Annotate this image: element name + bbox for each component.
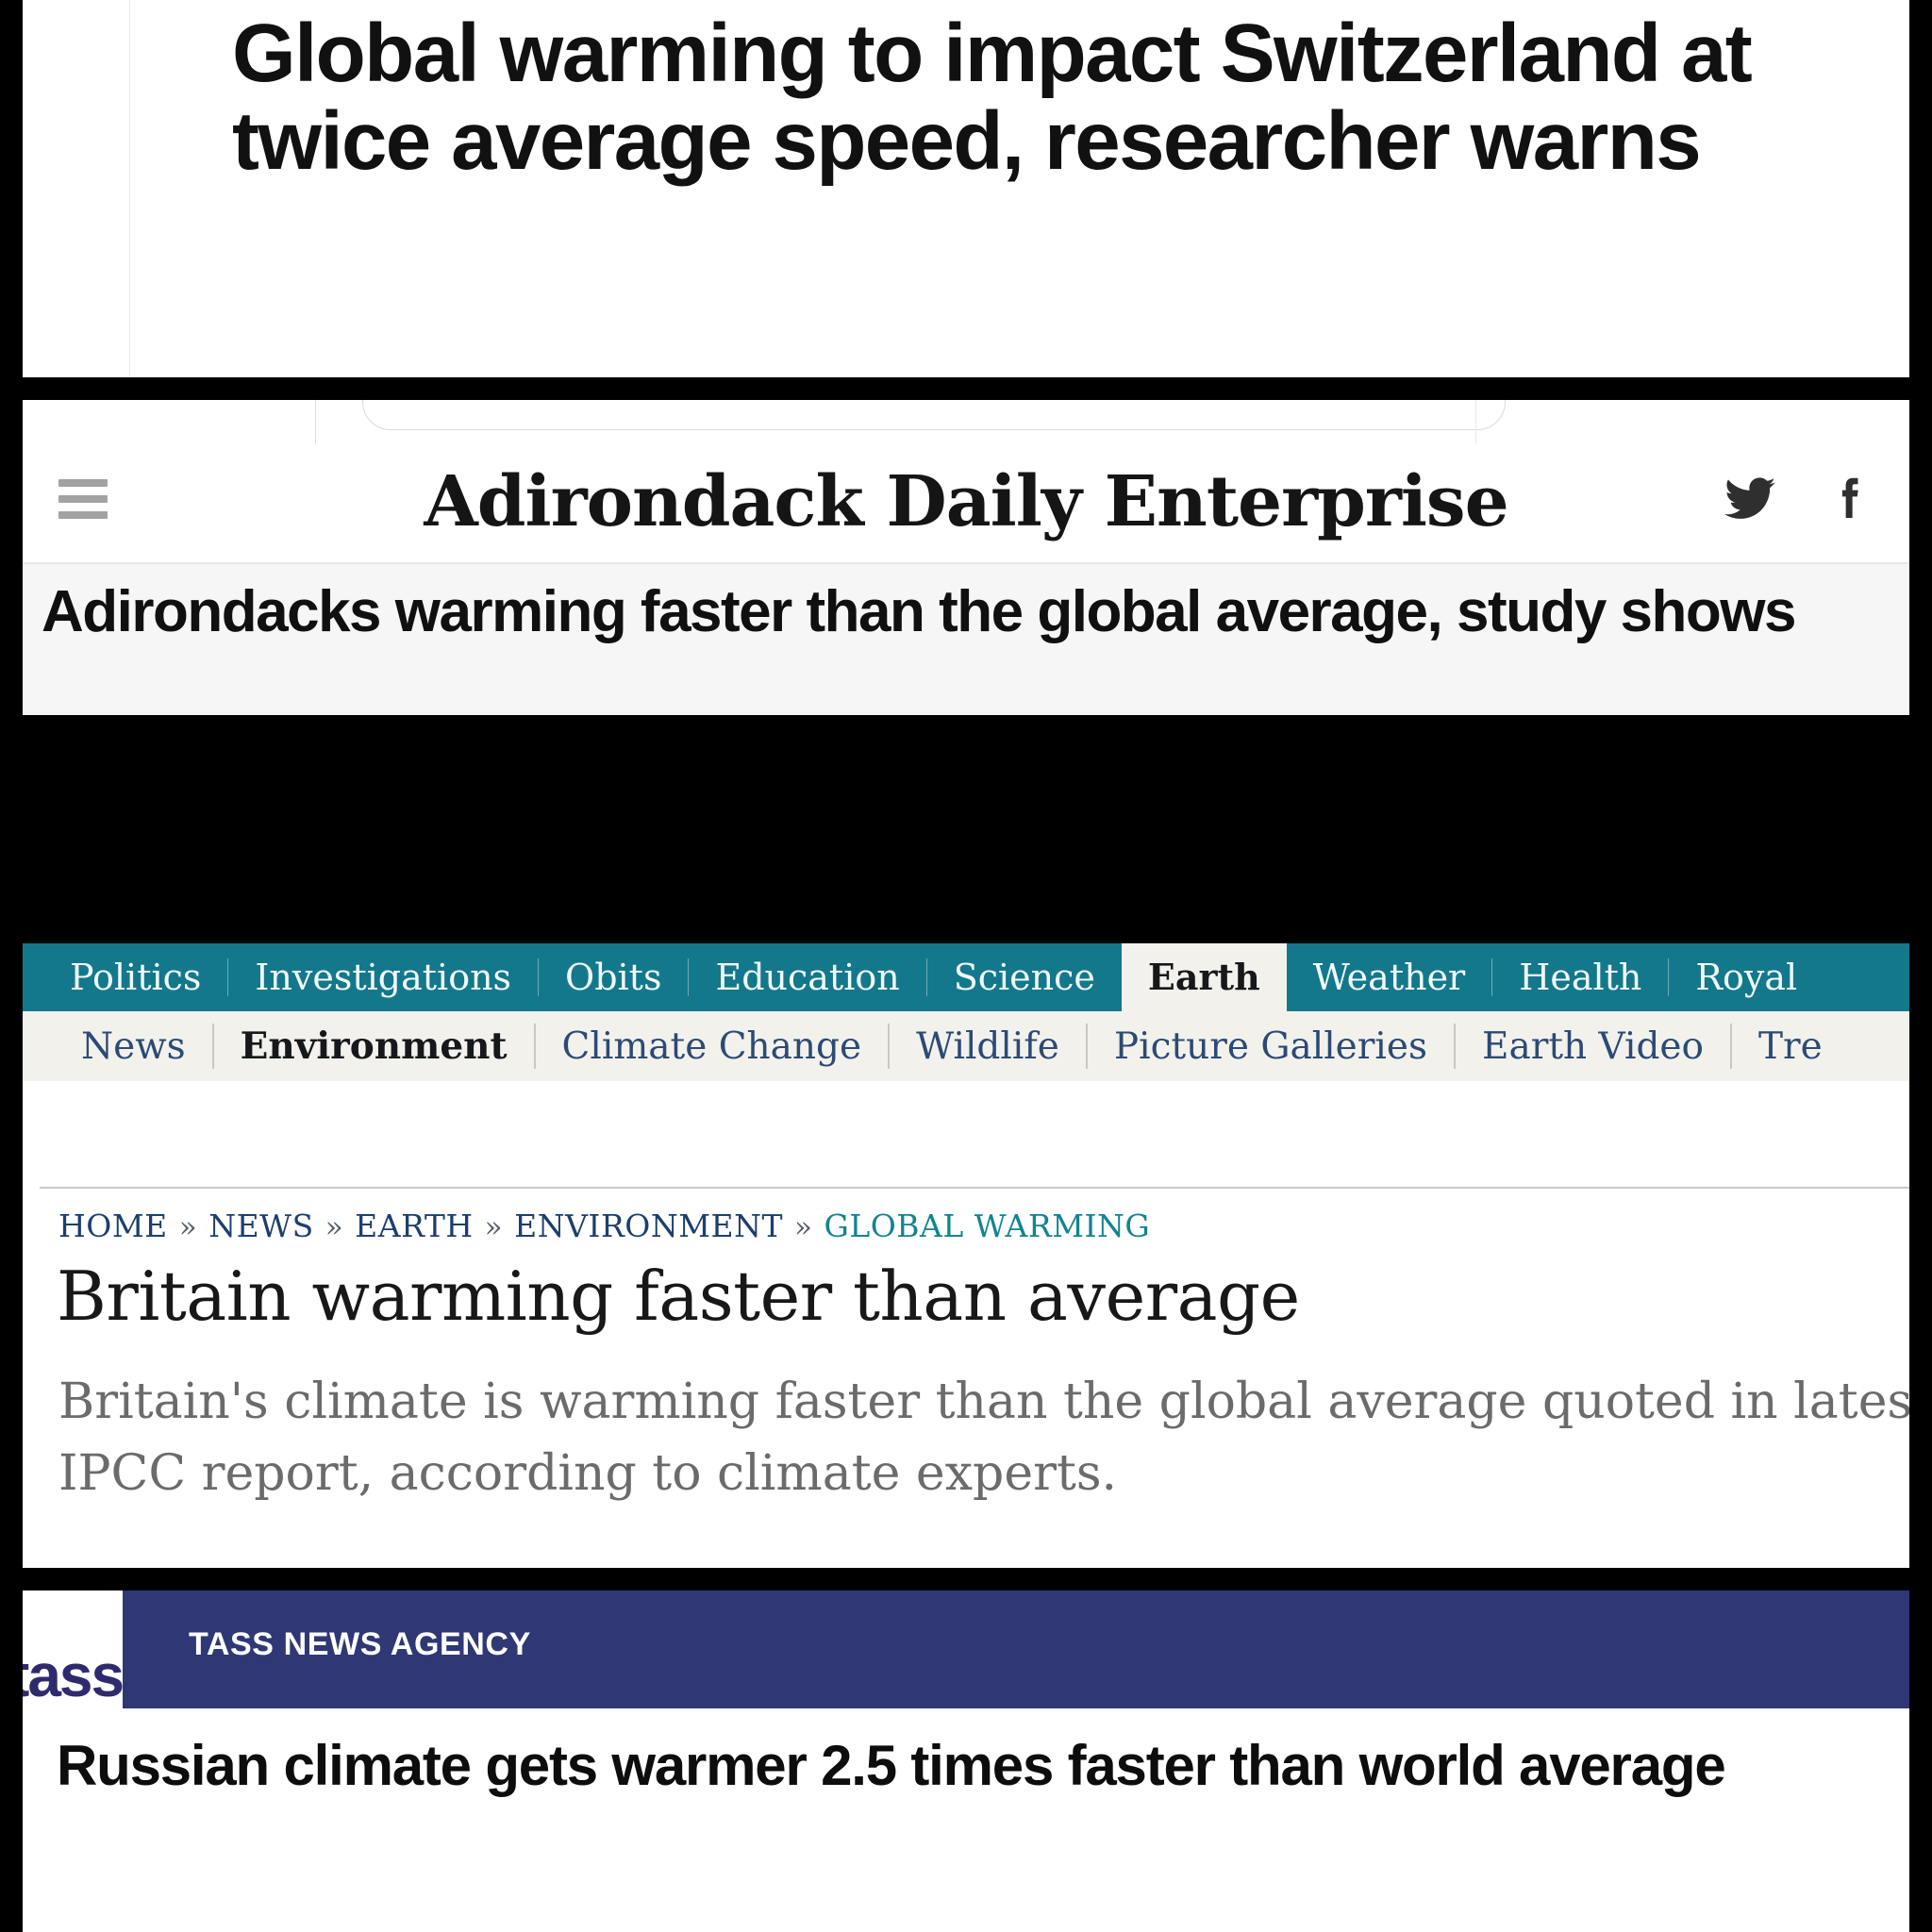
- nav-separator: [1668, 958, 1670, 996]
- panel-tass: tass TASS NEWS AGENCY Russian climate ge…: [23, 1591, 1909, 1932]
- subnav-separator: [1453, 1024, 1456, 1069]
- breadcrumb-item-home[interactable]: HOME: [58, 1208, 168, 1244]
- section-rule: [40, 1187, 1909, 1189]
- search-pill-remnant[interactable]: [362, 400, 1506, 430]
- subnav-item-tre[interactable]: Tre: [1758, 1024, 1823, 1068]
- masthead-title[interactable]: Adirondack Daily Enterprise: [424, 461, 1508, 542]
- panel-adirondack-daily-enterprise: Adirondack Daily Enterprise Adirondacks …: [23, 400, 1909, 715]
- nav-item-politics[interactable]: Politics: [70, 957, 202, 998]
- chrome-divider: [315, 400, 316, 443]
- subnav-item-earth-video[interactable]: Earth Video: [1481, 1024, 1704, 1068]
- nav-separator: [538, 958, 540, 996]
- chrome-divider-right: [1475, 400, 1476, 443]
- secondary-nav: News Environment Climate Change Wildlife Pic…: [23, 1011, 1909, 1081]
- breadcrumb-item-news[interactable]: NEWS: [208, 1208, 314, 1244]
- breadcrumb: HOME » NEWS » EARTH » ENVIRONMENT » GLOBAL WARMI…: [58, 1208, 1150, 1244]
- nav-item-obits[interactable]: Obits: [565, 957, 662, 998]
- subnav-item-climate-change[interactable]: Climate Change: [561, 1024, 862, 1068]
- subnav-separator: [1730, 1024, 1732, 1069]
- tass-header-bar: tass TASS NEWS AGENCY: [23, 1591, 1909, 1708]
- nav-item-investigations[interactable]: Investigations: [255, 957, 512, 998]
- breadcrumb-separator: »: [178, 1210, 198, 1244]
- browser-chrome-strip: [23, 400, 1909, 444]
- panel4-headline: Russian climate gets warmer 2.5 times fa…: [57, 1734, 1726, 1797]
- site-masthead: Adirondack Daily Enterprise: [23, 443, 1909, 564]
- hamburger-bar-2: [58, 495, 108, 503]
- panel-telegraph-earth: Politics Investigations Obits Education Scie…: [23, 943, 1909, 1568]
- subnav-item-news[interactable]: News: [81, 1024, 186, 1068]
- nav-separator: [688, 958, 690, 996]
- panel3-standfirst: Britain's climate is warming faster than…: [58, 1374, 1909, 1502]
- subnav-separator: [888, 1024, 891, 1069]
- tass-navy-band: [123, 1591, 1909, 1708]
- panel2-headline: Adirondacks warming faster than the glob…: [42, 579, 1796, 644]
- breadcrumb-separator: »: [793, 1210, 813, 1244]
- social-links: [1724, 472, 1877, 525]
- panel-swissinfo-headline: Global warming to impact Switzerland at …: [23, 0, 1909, 377]
- breadcrumb-separator: »: [484, 1210, 504, 1244]
- subnav-item-wildlife[interactable]: Wildlife: [916, 1024, 1059, 1068]
- nav-item-royal[interactable]: Royal: [1695, 957, 1798, 998]
- breadcrumb-item-environment[interactable]: ENVIRONMENT: [514, 1208, 783, 1244]
- breadcrumb-item-global-warming[interactable]: GLOBAL WARMING: [824, 1208, 1151, 1244]
- subnav-separator: [533, 1024, 536, 1069]
- panel1-headline: Global warming to impact Switzerland at …: [232, 8, 1753, 187]
- hamburger-icon[interactable]: [58, 479, 108, 519]
- facebook-icon[interactable]: [1824, 472, 1877, 525]
- nav-item-earth[interactable]: Earth: [1121, 943, 1287, 1011]
- subnav-item-environment[interactable]: Environment: [240, 1024, 508, 1068]
- panel2-headline-box: Adirondacks warming faster than the glob…: [23, 564, 1909, 715]
- nav-item-science[interactable]: Science: [953, 957, 1095, 998]
- tass-agency-label: TASS NEWS AGENCY: [189, 1626, 531, 1662]
- nav-item-health[interactable]: Health: [1519, 957, 1642, 998]
- subnav-item-picture-galleries[interactable]: Picture Galleries: [1113, 1024, 1427, 1068]
- nav-separator: [925, 958, 927, 996]
- nav-separator: [227, 958, 229, 996]
- subnav-separator: [1085, 1024, 1088, 1069]
- panel3-headline: Britain warming faster than average: [57, 1257, 1300, 1336]
- breadcrumb-item-earth[interactable]: EARTH: [355, 1208, 474, 1244]
- hamburger-bar-1: [58, 479, 108, 487]
- primary-nav: Politics Investigations Obits Education Scie…: [23, 943, 1909, 1011]
- twitter-icon[interactable]: [1724, 472, 1777, 525]
- panel1-left-rule: [129, 0, 130, 377]
- nav-item-education[interactable]: Education: [715, 957, 900, 998]
- tass-logo[interactable]: tass: [23, 1641, 125, 1709]
- hamburger-bar-3: [58, 511, 108, 519]
- breadcrumb-separator: »: [325, 1210, 344, 1244]
- subnav-separator: [211, 1024, 214, 1069]
- nav-item-weather[interactable]: Weather: [1312, 957, 1466, 998]
- nav-separator: [1491, 958, 1493, 996]
